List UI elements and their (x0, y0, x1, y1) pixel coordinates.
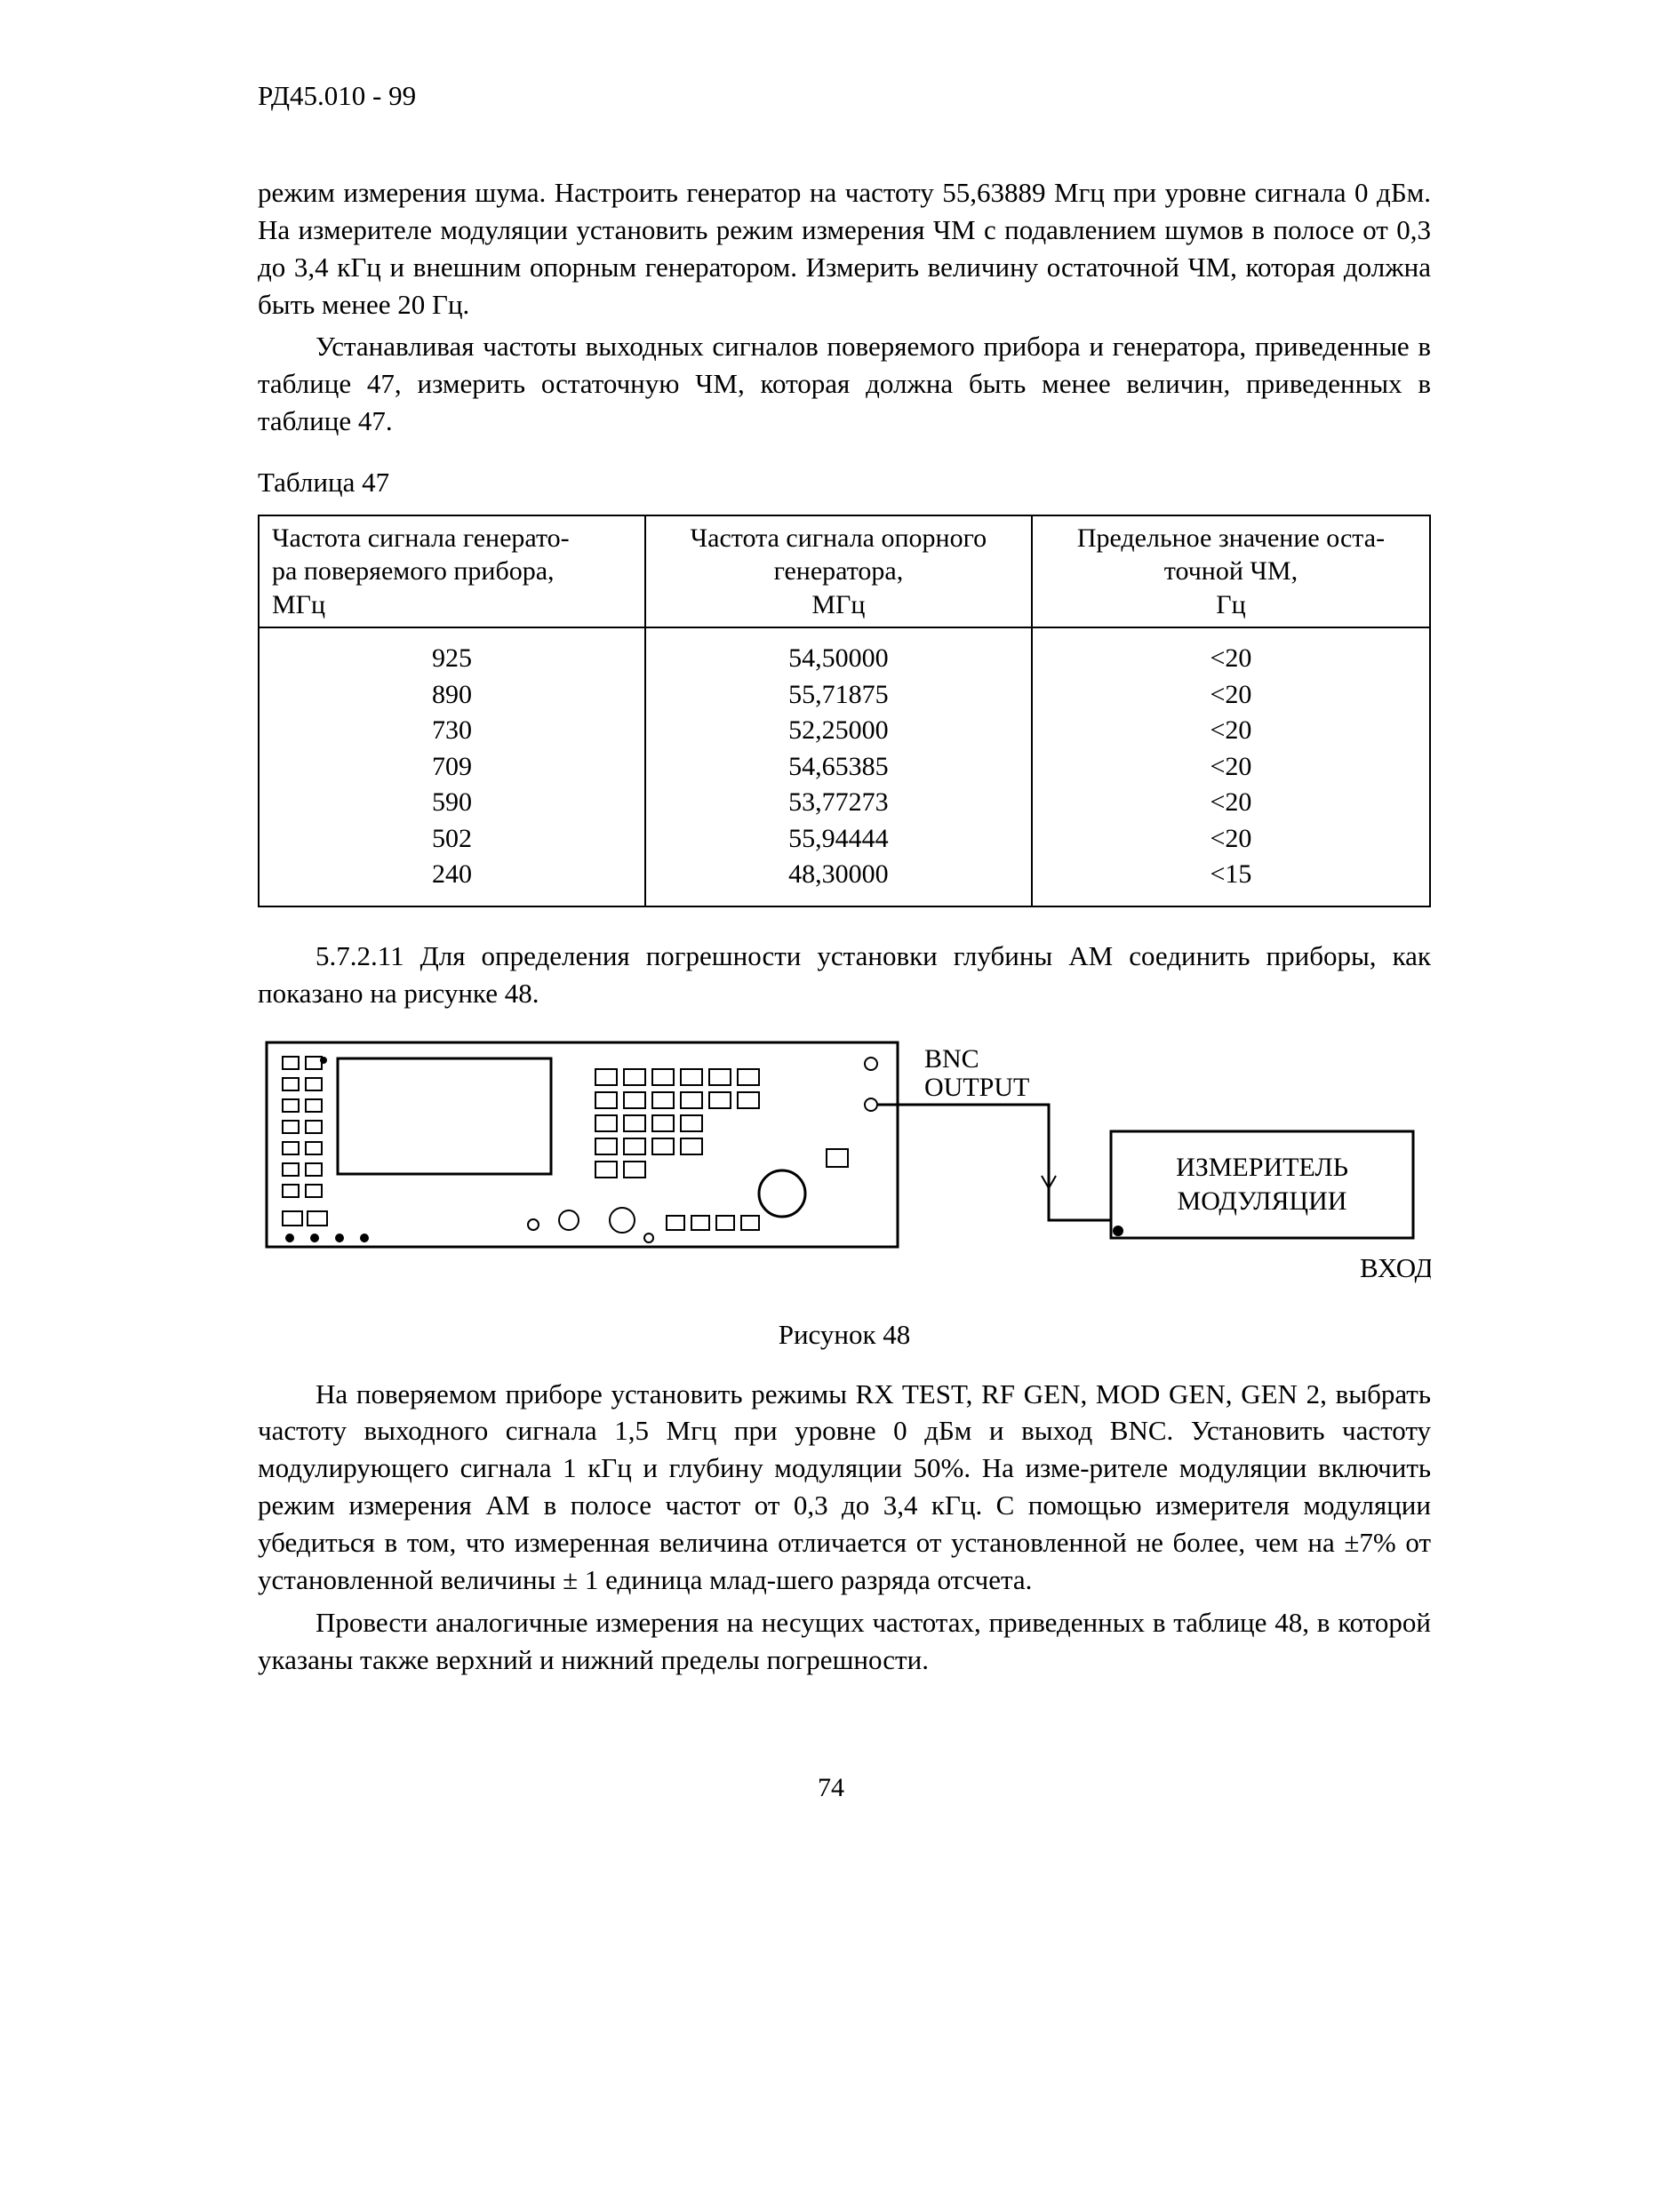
table-cell-value: <20 (1042, 785, 1420, 821)
table-cell-value: <20 (1042, 749, 1420, 786)
page-number: 74 (0, 1773, 1662, 1803)
table-cell-value: 55,94444 (655, 821, 1022, 858)
figure-48: BNCOUTPUT ИЗМЕРИТЕЛЬ МОДУЛЯЦИИ ВХОД Рисунок… (258, 1034, 1431, 1351)
table-cell-value: 54,50000 (655, 641, 1022, 677)
paragraph-1: режим измерения шума. Настроить генерато… (258, 174, 1431, 323)
paragraph-5: Провести аналогичные измерения на несущи… (258, 1604, 1431, 1679)
svg-text:ВХОД: ВХОД (1360, 1252, 1431, 1283)
table-header-1: Частота сигнала генерато- ра поверяемого… (259, 515, 645, 628)
table-cell-value: 590 (268, 785, 635, 821)
table-header-row: Частота сигнала генерато- ра поверяемого… (259, 515, 1430, 628)
th2-text: Частота сигнала опорного генератора, МГц (655, 522, 1022, 622)
table-47: Частота сигнала генерато- ра поверяемого… (258, 515, 1431, 907)
table-header-2: Частота сигнала опорного генератора, МГц (645, 515, 1032, 628)
table-cell-value: 55,71875 (655, 677, 1022, 714)
table-cell-value: 48,30000 (655, 857, 1022, 893)
body-text-block-3: На поверяемом приборе установить режимы … (258, 1376, 1431, 1679)
table-cell-value: 240 (268, 857, 635, 893)
table-header-3: Предельное значение оста- точной ЧМ, Гц (1032, 515, 1430, 628)
table-cell-value: 730 (268, 713, 635, 749)
table-cell-value: 52,25000 (655, 713, 1022, 749)
table-cell-value: 709 (268, 749, 635, 786)
body-text-block: режим измерения шума. Настроить генерато… (258, 174, 1431, 440)
table-cell-value: <20 (1042, 821, 1420, 858)
body-text-block-2: 5.7.2.11 Для определения погрешности уст… (258, 938, 1431, 1012)
document-header: РД45.010 - 99 (258, 80, 1431, 112)
svg-text:ИЗМЕРИТЕЛЬ: ИЗМЕРИТЕЛЬ (1176, 1153, 1348, 1182)
svg-text:BNC: BNC (924, 1044, 979, 1074)
table-cell-value: <15 (1042, 857, 1420, 893)
table-cell-value: 502 (268, 821, 635, 858)
paragraph-4: На поверяемом приборе установить режимы … (258, 1376, 1431, 1599)
table-cell-col3: <20<20<20<20<20<20<15 (1032, 627, 1430, 906)
paragraph-2: Устанавливая частоты выходных сигналов п… (258, 328, 1431, 440)
table-cell-value: 925 (268, 641, 635, 677)
figure-48-caption: Рисунок 48 (258, 1319, 1431, 1351)
table-body-row: 925890730709590502240 54,5000055,7187552… (259, 627, 1430, 906)
table-cell-value: <20 (1042, 677, 1420, 714)
th3-text: Предельное значение оста- точной ЧМ, Гц (1042, 522, 1420, 622)
table-cell-value: <20 (1042, 641, 1420, 677)
page: РД45.010 - 99 режим измерения шума. Наст… (0, 0, 1662, 2212)
table-cell-value: 54,65385 (655, 749, 1022, 786)
figure-48-svg: BNCOUTPUT ИЗМЕРИТЕЛЬ МОДУЛЯЦИИ ВХОД (258, 1034, 1431, 1300)
svg-text:МОДУЛЯЦИИ: МОДУЛЯЦИИ (1178, 1186, 1347, 1216)
paragraph-3: 5.7.2.11 Для определения погрешности уст… (258, 938, 1431, 1012)
table-cell-value: 53,77273 (655, 785, 1022, 821)
svg-text:OUTPUT: OUTPUT (924, 1073, 1029, 1102)
table-cell-col1: 925890730709590502240 (259, 627, 645, 906)
table-cell-value: <20 (1042, 713, 1420, 749)
table-47-label: Таблица 47 (258, 467, 1431, 499)
table-cell-col2: 54,5000055,7187552,2500054,6538553,77273… (645, 627, 1032, 906)
table-cell-value: 890 (268, 677, 635, 714)
th1-text: Частота сигнала генерато- ра поверяемого… (272, 522, 635, 622)
